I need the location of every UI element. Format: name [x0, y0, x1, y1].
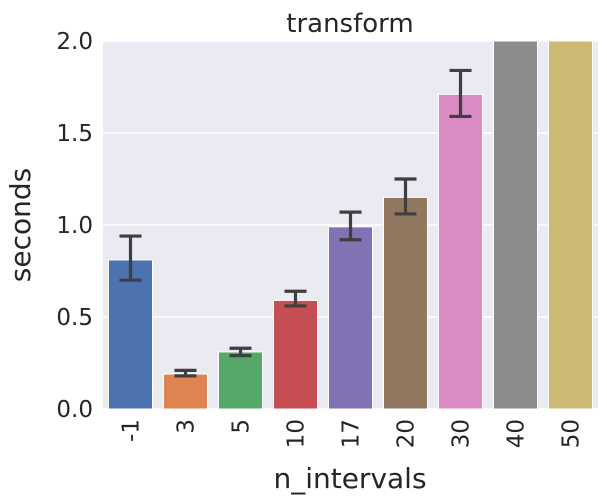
error-bars-group	[119, 68, 472, 378]
bar-5	[218, 351, 263, 410]
y-axis-label: seconds	[4, 168, 37, 282]
x-tick-label-20: 20	[394, 419, 420, 448]
bar--1	[108, 259, 153, 410]
x-tick-label-10: 10	[284, 419, 310, 448]
bar-30	[438, 93, 483, 410]
chart-title: transform	[286, 9, 413, 39]
y-tick-label: 1.0	[56, 213, 93, 239]
error-bar-10	[284, 289, 307, 308]
bar-3	[163, 373, 208, 410]
y-tick-label: 0.5	[56, 305, 93, 331]
bar-20	[383, 196, 428, 410]
x-tick-label-5: 5	[229, 419, 255, 434]
bar-10	[273, 299, 318, 410]
bar-50	[548, 40, 593, 410]
error-bar-3	[174, 368, 197, 378]
error-bar-30	[449, 68, 472, 119]
error-bar-5	[229, 346, 252, 358]
error-bar--1	[119, 234, 142, 282]
x-axis-label: n_intervals	[273, 462, 426, 495]
x-tick-label-17: 17	[339, 419, 365, 448]
error-bar-20	[394, 177, 417, 216]
y-tick-label: 1.5	[56, 121, 93, 147]
x-tick-label-40: 40	[504, 419, 530, 448]
y-tick-label: 0.0	[56, 397, 93, 423]
bar-40	[493, 40, 538, 410]
x-tick-label--1: -1	[119, 419, 145, 442]
y-tick-label: 2.0	[56, 29, 93, 55]
x-tick-label-3: 3	[174, 419, 200, 434]
x-tick-label-30: 30	[449, 419, 475, 448]
y-tick-labels: 0.0 0.5 1.0 1.5 2.0	[56, 29, 93, 423]
bar-17	[328, 226, 373, 410]
bars-group	[108, 40, 593, 410]
error-bar-17	[339, 210, 362, 242]
x-tick-label-50: 50	[559, 419, 585, 448]
x-tick-labels: -1 3 5 10 17 20 30 40 50	[119, 419, 585, 448]
